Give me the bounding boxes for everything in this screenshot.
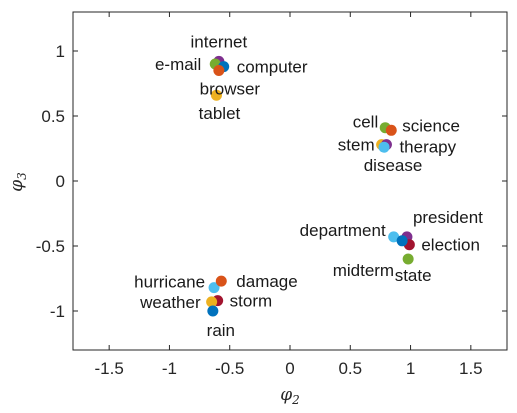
point-label-midterm: midterm <box>333 261 394 280</box>
point-label-hurricane: hurricane <box>134 273 205 292</box>
y-tick-label: 0.5 <box>41 107 65 126</box>
x-axis-label: φ2 <box>280 385 300 407</box>
data-point-state <box>402 253 414 265</box>
y-tick-label: 0 <box>56 172 65 191</box>
point-label-science: science <box>402 116 460 135</box>
point-label-weather: weather <box>139 293 201 312</box>
point-label-stem: stem <box>338 136 375 155</box>
data-point-weather <box>206 296 218 308</box>
point-label-disease: disease <box>364 156 423 175</box>
point-label-browser: browser <box>200 80 261 99</box>
point-label-president: president <box>413 208 483 227</box>
data-point-hurricane <box>208 282 220 294</box>
point-label-therapy: therapy <box>399 138 456 157</box>
x-tick-label: 1.5 <box>459 359 483 378</box>
data-point-midterm <box>396 235 408 247</box>
data-point-tablet <box>210 89 222 101</box>
data-point-rain <box>207 305 219 317</box>
point-label-storm: storm <box>230 292 273 311</box>
point-label-rain: rain <box>207 321 235 340</box>
data-point-damage <box>215 275 227 287</box>
x-tick-label: -1 <box>162 359 177 378</box>
point-label-state: state <box>395 266 432 285</box>
y-tick-label: -0.5 <box>36 237 65 256</box>
x-axis-ticks: -1.5 -1 -0.5 0 0.5 1 1.5 <box>95 12 483 378</box>
y-axis-ticks: -1 -0.5 0 0.5 1 <box>36 42 507 321</box>
point-label-tablet: tablet <box>199 104 241 123</box>
data-point-browser <box>213 65 225 76</box>
x-tick-label: 0.5 <box>338 359 362 378</box>
point-label-damage: damage <box>236 272 297 291</box>
point-label-internet: internet <box>191 32 248 51</box>
x-tick-label: -1.5 <box>95 359 124 378</box>
point-labels: internet e-mail computer browser tablet cell s… <box>134 32 483 340</box>
point-label-computer: computer <box>237 58 308 77</box>
data-point-science <box>385 124 397 136</box>
x-tick-label: 1 <box>406 359 415 378</box>
y-tick-label: 1 <box>56 42 65 61</box>
x-tick-label: -0.5 <box>215 359 244 378</box>
y-axis-label: φ3 <box>7 172 29 192</box>
point-label-department: department <box>300 221 386 240</box>
data-points <box>206 55 415 317</box>
y-tick-label: -1 <box>50 302 65 321</box>
point-label-e-mail: e-mail <box>155 55 201 74</box>
x-tick-label: 0 <box>285 359 294 378</box>
point-label-election: election <box>421 236 480 255</box>
data-point-disease <box>378 141 390 153</box>
point-label-cell: cell <box>353 113 379 132</box>
data-point-department <box>388 231 400 243</box>
